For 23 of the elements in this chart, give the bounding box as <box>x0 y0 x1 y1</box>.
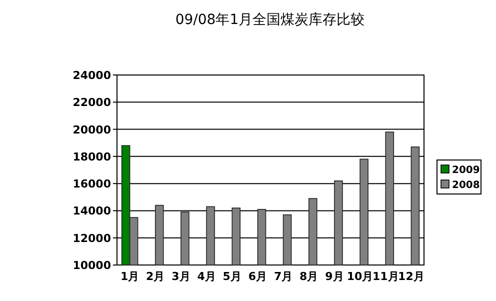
y-tick-label: 12000 <box>72 232 112 245</box>
x-tick-label: 1月 <box>120 270 140 283</box>
x-tick-label: 5月 <box>222 270 242 283</box>
x-tick-label: 12月 <box>398 270 424 283</box>
y-tick-label: 10000 <box>72 259 112 272</box>
y-tick-label: 24000 <box>72 69 112 82</box>
y-tick-label: 18000 <box>72 150 112 164</box>
x-tick-label: 3月 <box>172 270 190 283</box>
x-tick-label: 7月 <box>274 270 293 283</box>
y-tick-label: 16000 <box>72 178 112 191</box>
x-tick-label: 10月 <box>346 270 374 283</box>
chart-title: 09/08年1月全国煤炭库存比较 <box>175 12 365 28</box>
x-tick-label: 8月 <box>300 270 318 283</box>
x-tick-label: 9月 <box>325 270 344 283</box>
y-tick-label: 14000 <box>72 204 112 218</box>
x-tick-label: 11月 <box>372 270 399 283</box>
y-tick-label: 20000 <box>72 123 112 136</box>
y-tick-label: 22000 <box>72 96 112 110</box>
x-tick-label: 6月 <box>248 270 268 283</box>
x-tick-label: 2月 <box>146 270 165 283</box>
legend-label: 2009 <box>452 165 480 176</box>
legend-label: 2008 <box>452 180 480 191</box>
x-tick-label: 4月 <box>197 270 216 283</box>
